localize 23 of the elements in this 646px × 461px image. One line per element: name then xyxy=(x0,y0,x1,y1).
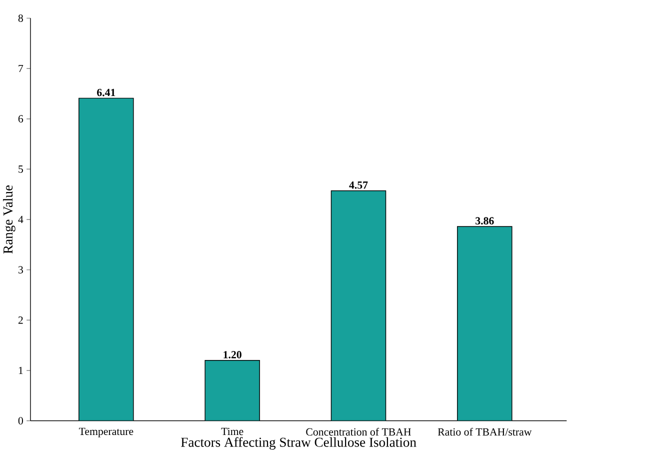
x-tick-label: Concentration of TBAH xyxy=(306,428,411,436)
data-label: 3.86 xyxy=(476,217,494,225)
bar xyxy=(331,190,386,421)
data-label: 6.41 xyxy=(97,88,116,96)
y-tick-label: 6 xyxy=(18,115,24,123)
x-tick-label: Ratio of TBAH/straw xyxy=(438,428,532,436)
y-tick-label: 3 xyxy=(18,266,23,274)
y-tick-label: 2 xyxy=(18,316,23,324)
y-tick-label: 5 xyxy=(18,166,23,173)
x-tick-label: Time xyxy=(221,428,244,436)
y-tick-label: 7 xyxy=(18,65,24,72)
bar xyxy=(205,360,260,421)
bar xyxy=(457,226,512,421)
data-label: 1.20 xyxy=(224,351,242,359)
y-tick-label: 1 xyxy=(18,366,23,374)
x-axis-title: Factors Affecting Straw Cellulose Isolation xyxy=(181,437,416,450)
y-tick-label: 8 xyxy=(18,14,23,22)
data-label: 4.57 xyxy=(349,182,368,189)
y-tick-label: 4 xyxy=(18,216,24,224)
y-axis-title: Range Value xyxy=(3,186,16,254)
y-tick-label: 0 xyxy=(18,417,23,425)
bar xyxy=(78,98,134,421)
x-tick-label: Temperature xyxy=(78,428,134,438)
